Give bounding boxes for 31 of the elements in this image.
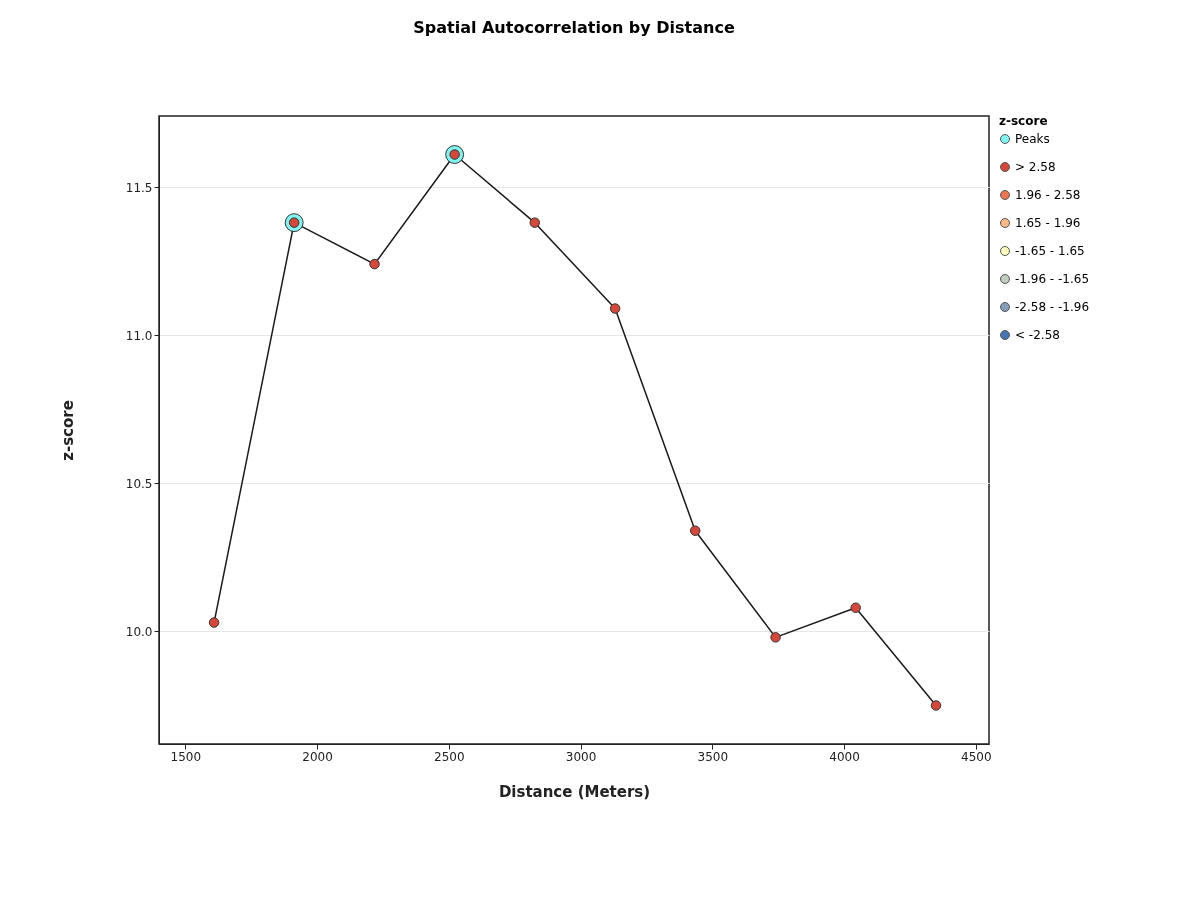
point xyxy=(689,525,701,536)
x-tick-label: 3000 xyxy=(565,749,597,764)
legend-label: -1.65 - 1.65 xyxy=(1015,244,1085,258)
legend-label: Peaks xyxy=(1015,132,1050,146)
x-tick-label: 1500 xyxy=(170,749,202,764)
point xyxy=(609,303,621,314)
y-tick-label: 11.0 xyxy=(125,328,153,343)
y-tick-label: 10.5 xyxy=(125,476,153,491)
x-axis-title: Distance (Meters) xyxy=(498,782,651,801)
point xyxy=(850,602,861,613)
legend-title: z-score xyxy=(999,114,1048,128)
point xyxy=(208,617,220,628)
point xyxy=(529,217,540,228)
x-tick-label: 2000 xyxy=(302,749,333,764)
point xyxy=(930,700,942,711)
legend-label: 1.65 - 1.96 xyxy=(1015,216,1081,230)
point xyxy=(770,632,781,643)
y-tick-label: 10.0 xyxy=(125,624,153,639)
chart-title: Spatial Autocorrelation by Distance xyxy=(413,18,735,37)
x-tick-label: 4500 xyxy=(961,749,992,764)
legend-label: > 2.58 xyxy=(1015,160,1056,174)
legend-label: < -2.58 xyxy=(1015,328,1060,342)
y-tick-label: 11.5 xyxy=(125,180,153,195)
legend-label: -2.58 - -1.96 xyxy=(1015,300,1090,314)
x-tick-label: 2500 xyxy=(434,749,465,764)
x-tick-label: 4000 xyxy=(829,749,860,764)
legend-label: -1.96 - -1.65 xyxy=(1015,272,1090,286)
y-axis-title: z-score xyxy=(58,400,77,461)
legend-label: 1.96 - 2.58 xyxy=(1015,188,1081,202)
point xyxy=(369,258,380,270)
x-tick-label: 3500 xyxy=(697,749,729,764)
